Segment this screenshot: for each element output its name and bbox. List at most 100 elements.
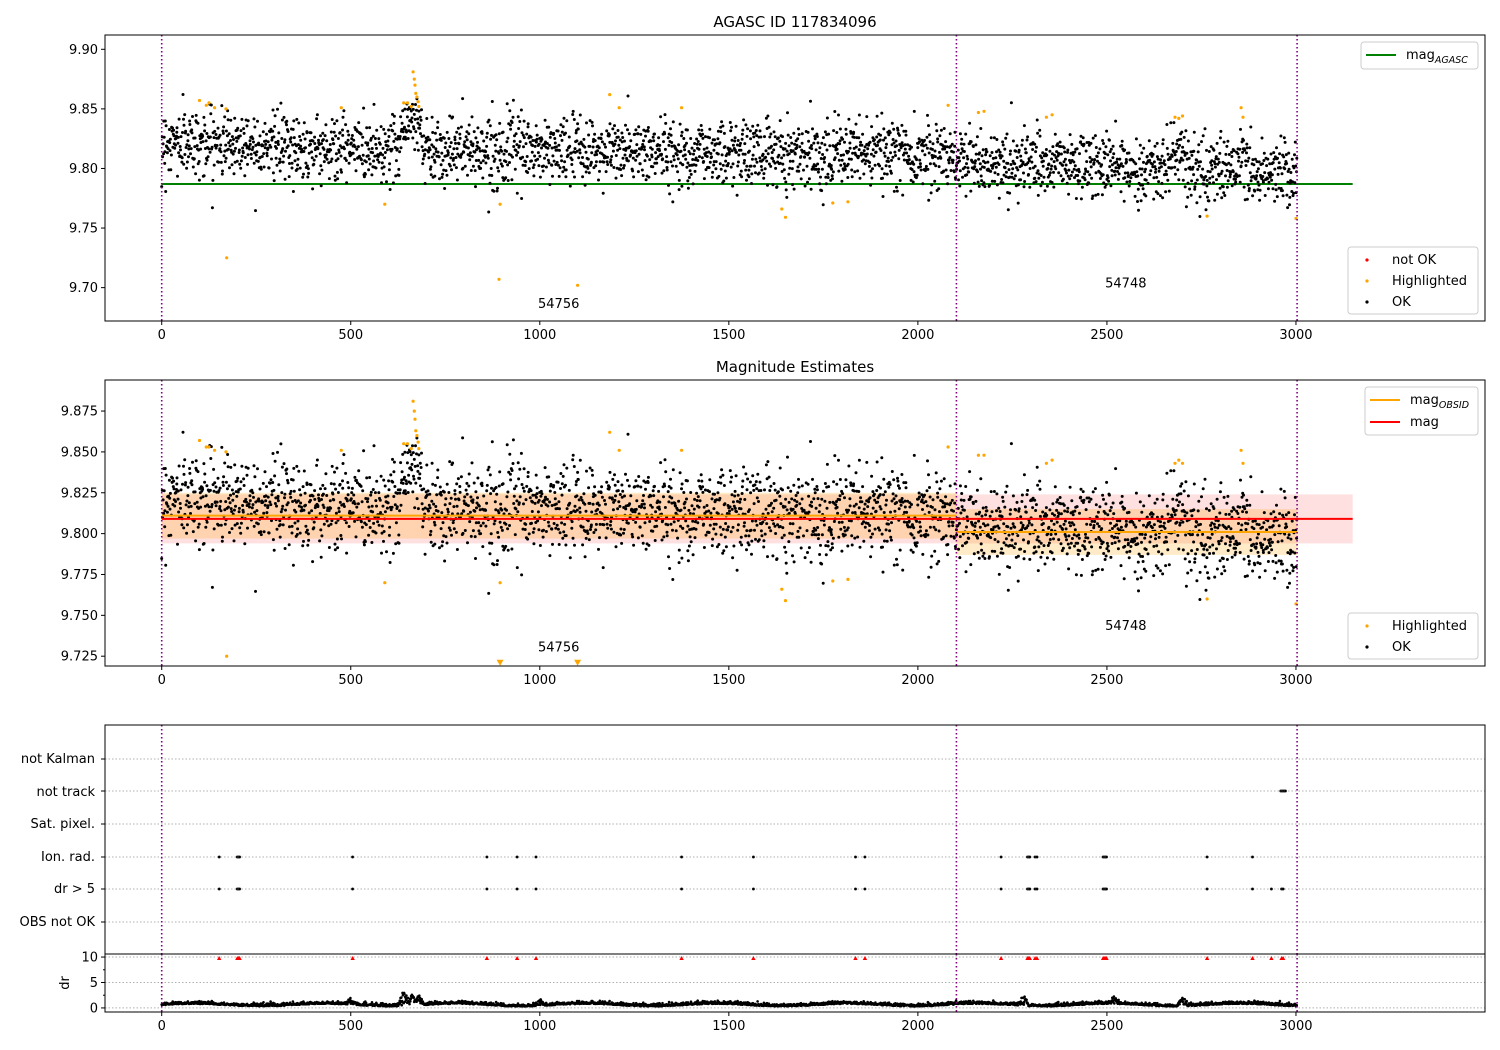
ok-point [1118,157,1122,161]
ok-point [733,139,737,143]
ok-point [960,147,964,151]
ok-point [235,159,239,163]
ok-point [1223,194,1227,197]
ok-point [793,152,797,156]
ok-point [238,487,242,491]
ok-point [226,147,230,151]
ok-point [718,525,722,529]
ok-point [773,161,777,165]
x-tick-label: 500 [338,328,363,343]
ok-point [997,148,1001,152]
ok-point [570,520,574,524]
ok-point [1286,180,1290,184]
ok-point [477,521,481,525]
ok-point [947,161,951,165]
ok-point [701,490,705,494]
ok-point [921,182,925,186]
ok-point [618,138,622,142]
ok-point [716,491,720,495]
ok-point [1084,149,1088,153]
ok-point [938,150,941,154]
ok-point [1286,206,1290,210]
ok-point [736,143,739,147]
ok-point [307,538,311,542]
ok-point [377,523,381,527]
ok-point [1256,167,1260,171]
ok-point [1218,136,1222,140]
ok-point [163,119,167,123]
ok-point [173,146,177,150]
ok-point [1004,136,1008,140]
ok-point [369,493,373,497]
ok-point [210,503,214,506]
ok-point [911,180,915,184]
ok-point [732,176,736,179]
ok-point [641,143,645,146]
ok-point [423,182,427,185]
ok-point [1261,180,1265,184]
ok-point [690,504,694,508]
ok-point [890,121,894,125]
ok-point [423,148,427,152]
ok-point [520,483,524,486]
ok-point [906,162,910,166]
ok-point [265,154,269,158]
ok-point [254,209,257,213]
ok-point [619,527,623,531]
ok-point [183,483,187,487]
ok-point [586,166,590,170]
ok-point [849,481,853,485]
ok-point [527,167,531,171]
ok-point [832,480,836,484]
ok-point [1281,194,1285,198]
ok-point [403,450,407,454]
ok-point [339,168,343,172]
ok-point [302,150,306,153]
ok-point [884,146,888,150]
ok-point [330,464,334,468]
ok-point [1267,180,1271,184]
ok-point [842,162,846,166]
ok-point [778,466,782,470]
ok-point [740,175,744,179]
ok-point [312,158,316,162]
ok-point [532,527,536,531]
ok-point [736,493,740,497]
ok-point [695,142,699,146]
ok-point [743,521,746,525]
ok-point [1148,173,1152,177]
ok-point [1036,131,1040,135]
ok-point [693,497,697,501]
panel1-legend-bottom: not OK Highlighted OK [1347,246,1479,315]
ok-point [1221,185,1225,189]
ok-point [305,528,309,532]
ok-point [960,137,964,141]
ok-point [806,551,809,554]
ok-point [600,132,604,136]
ok-point [204,162,208,166]
ok-point [452,163,456,167]
ok-point [180,160,184,164]
ok-point [939,156,943,160]
ok-point [666,523,670,527]
ok-point [852,504,856,508]
ok-point [439,138,443,142]
ok-point [595,153,599,156]
ok-point [448,528,452,532]
ok-point [552,131,556,135]
ok-point [639,485,643,489]
ok-point [790,497,794,501]
ok-point [322,522,326,526]
ok-point [766,114,770,118]
ok-point [386,501,390,505]
ok-point [452,505,456,509]
ok-point [1086,170,1090,174]
ok-point [419,466,423,469]
ok-point [1045,153,1049,157]
ok-point [1283,140,1287,144]
ok-point [606,163,610,166]
ok-point [395,147,399,151]
ok-point [1071,153,1075,157]
ok-point [531,166,535,170]
ok-point [1009,149,1012,153]
